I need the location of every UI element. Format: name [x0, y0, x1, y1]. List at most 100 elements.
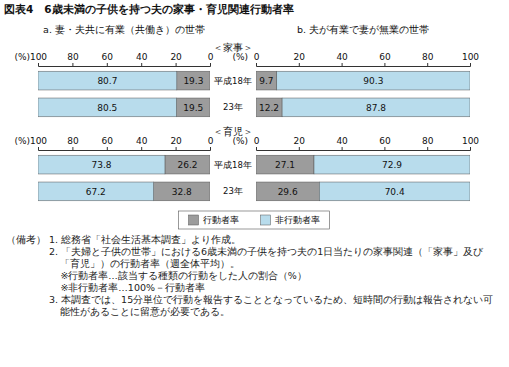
bar-segment	[154, 182, 210, 201]
tick-mark	[176, 63, 177, 66]
tick-mark	[72, 147, 73, 150]
axis-label: (%)	[232, 52, 248, 62]
data-labels: 26.273.832.867.2	[86, 160, 198, 197]
legend-swatch	[189, 215, 199, 225]
tick: 40	[136, 136, 148, 150]
tick-label: 80	[422, 52, 434, 62]
tick-mark	[38, 63, 39, 66]
tick-label: 0	[208, 136, 214, 146]
x-axis: 100806040200	[30, 52, 214, 67]
tick-label: 60	[102, 136, 114, 146]
data-label: 90.3	[363, 76, 383, 86]
axis-label: (%)	[14, 52, 30, 62]
tick-mark	[470, 147, 471, 150]
data-label: 19.5	[183, 103, 203, 113]
tick-label: 80	[67, 136, 79, 146]
data-label: 73.8	[91, 160, 111, 170]
note: 3. 本調査では、15分単位で行動を報告することとなっているため、短時間の行動は…	[49, 294, 503, 318]
bar-segment	[282, 98, 470, 117]
tick-mark	[210, 63, 211, 66]
tick-mark	[210, 147, 211, 150]
tick-mark	[72, 63, 73, 66]
data-label: 80.7	[97, 76, 117, 86]
panel-title: b. 夫が有業で妻が無業の世帯	[297, 24, 429, 35]
note: 1. 総務省「社会生活基本調査」より作成。	[49, 234, 503, 246]
tick-mark	[176, 147, 177, 150]
bar-segment	[256, 98, 282, 117]
legend-frame	[179, 211, 330, 229]
data-labels: 27.172.929.670.4	[275, 160, 405, 197]
tick: 0	[208, 136, 214, 150]
data-label: 72.9	[382, 160, 402, 170]
notes-label: （備考）	[6, 234, 49, 318]
tick-label: 20	[170, 52, 182, 62]
data-label: 12.2	[259, 103, 279, 113]
tick-mark	[384, 63, 385, 66]
bar-segment	[176, 98, 210, 117]
tick-label: 40	[136, 52, 148, 62]
tick: 80	[67, 52, 79, 66]
note: ※非行動者率…100%－行動者率	[49, 282, 503, 294]
bar-segment	[165, 155, 210, 174]
tick: 20	[170, 136, 182, 150]
tick-mark	[141, 63, 142, 66]
x-axis: 100806040200	[30, 136, 214, 151]
x-axis: 020406080100	[254, 136, 480, 151]
data-label: 29.6	[278, 187, 298, 197]
category-label: 平成18年	[214, 160, 252, 170]
tick-label: 100	[462, 136, 479, 146]
tick: 0	[208, 52, 214, 66]
data-label: 9.7	[259, 76, 273, 86]
tick: 100	[462, 136, 479, 150]
data-label: 70.4	[385, 187, 405, 197]
data-label: 87.8	[366, 103, 386, 113]
tick-label: 20	[170, 136, 182, 146]
tick-mark	[38, 147, 39, 150]
tick: 20	[294, 136, 306, 150]
bar-segment	[38, 98, 176, 117]
tick-mark	[256, 63, 257, 66]
tick-label: 0	[208, 52, 214, 62]
legend-swatch	[261, 215, 271, 225]
tick-mark	[299, 147, 300, 150]
axis-label: (%)	[232, 136, 248, 146]
tick: 80	[67, 136, 79, 150]
data-label: 80.5	[97, 103, 117, 113]
axis-line	[257, 147, 471, 151]
tick-label: 60	[379, 52, 391, 62]
tick: 100	[30, 52, 47, 66]
axis-line	[39, 147, 211, 151]
bar-segment	[38, 155, 165, 174]
legend-label: 行動者率	[203, 215, 239, 225]
bars	[38, 71, 210, 117]
category-label: 23年	[223, 186, 243, 196]
bar-segment	[277, 71, 470, 90]
x-axis: 020406080100	[254, 52, 480, 67]
tick-mark	[470, 63, 471, 66]
note: ※行動者率…該当する種類の行動をした人の割合（%）	[49, 270, 503, 282]
tick-mark	[299, 63, 300, 66]
axis-line	[39, 63, 211, 67]
panel-title: a. 妻・夫共に有業（共働き）の世帯	[43, 24, 205, 35]
data-label: 19.3	[183, 76, 203, 86]
tick-label: 80	[67, 52, 79, 62]
tick: 0	[254, 136, 260, 150]
tick: 40	[136, 52, 148, 66]
tick-label: 100	[462, 52, 479, 62]
tick-mark	[141, 147, 142, 150]
tick-label: 40	[336, 136, 348, 146]
tick: 60	[379, 136, 391, 150]
tick-mark	[256, 147, 257, 150]
bar-segment	[38, 71, 177, 90]
tick-mark	[342, 63, 343, 66]
bar-segment	[38, 182, 154, 201]
data-label: 32.8	[172, 187, 192, 197]
axis-label: (%)	[14, 136, 30, 146]
tick-label: 100	[30, 52, 47, 62]
notes: （備考）1. 総務省「社会生活基本調査」より作成。2. 「夫婦と子供の世帯」にお…	[6, 234, 503, 318]
notes-items: 1. 総務省「社会生活基本調査」より作成。2. 「夫婦と子供の世帯」における6歳…	[49, 234, 503, 318]
bar-segment	[314, 155, 470, 174]
tick-mark	[107, 147, 108, 150]
tick: 40	[336, 136, 348, 150]
tick-label: 20	[294, 136, 306, 146]
